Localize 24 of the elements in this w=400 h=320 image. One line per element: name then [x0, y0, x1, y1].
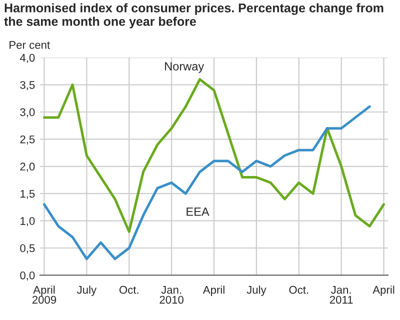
- y-tick-label: 0,0: [20, 271, 35, 281]
- series-label: Norway: [165, 62, 204, 73]
- x-tick-label: Jan. 2010: [160, 286, 184, 304]
- line-series: [42, 105, 371, 260]
- y-tick-label: 2,5: [20, 135, 35, 145]
- y-tick-label: 1,0: [20, 217, 35, 226]
- y-tick-label: 2,0: [20, 162, 35, 172]
- y-tick-label: 4,0: [20, 54, 35, 64]
- series-label: EEA: [186, 208, 210, 216]
- x-tick-label: Jan. 2011: [330, 286, 353, 304]
- y-tick-label: 3,0: [20, 108, 35, 118]
- chart-title: Harmonised index of consumer prices. Percentage change from the same month one year before: [4, 3, 384, 28]
- x-tick-label: Oct.: [119, 286, 138, 294]
- y-axis-title: Per cent: [10, 41, 50, 49]
- x-tick-label: April 2009: [32, 286, 56, 304]
- y-tick-label: 0,5: [20, 244, 35, 254]
- x-tick-label: Oct.: [289, 286, 308, 294]
- x-tick-label: April: [202, 286, 224, 296]
- y-tick-label: 3,5: [20, 81, 35, 90]
- x-tick-label: July: [76, 286, 97, 296]
- y-tick-label: 1,5: [20, 190, 35, 200]
- x-tick-label: April: [372, 286, 394, 296]
- x-tick-label: July: [246, 286, 266, 296]
- line-series: [42, 78, 386, 233]
